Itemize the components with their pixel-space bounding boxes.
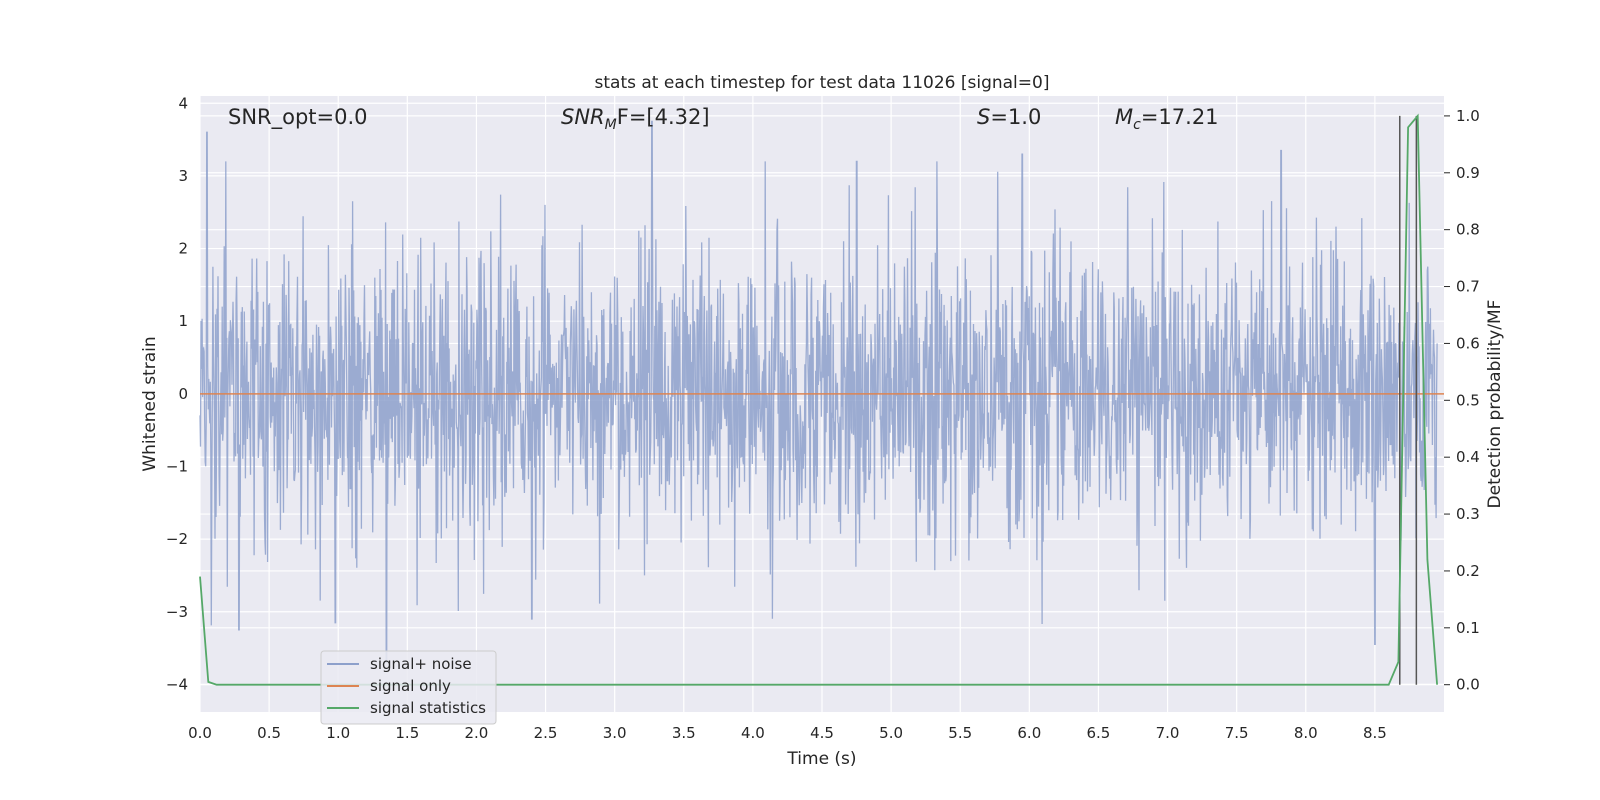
x-tick-label: 1.5 (395, 724, 419, 742)
y-right-tick-label: 0.9 (1456, 164, 1480, 182)
y-right-tick-label: 0.0 (1456, 676, 1480, 694)
y-left-tick-label: −3 (166, 603, 188, 621)
x-axis-label: Time (s) (786, 749, 856, 769)
x-tick-label: 0.5 (257, 724, 281, 742)
y-left-tick-label: 4 (178, 94, 188, 112)
signal-noise-line (199, 120, 1438, 664)
annotation-mc: Mc=17.21 (1115, 105, 1219, 133)
x-axis-ticks: 0.0 0.5 1.0 1.5 2.0 2.5 3.0 3.5 4.0 4.5 5.0 5.5 6.0 6… (188, 724, 1387, 742)
x-tick-label: 7.0 (1156, 724, 1180, 742)
x-tick-label: 2.5 (534, 724, 558, 742)
x-tick-label: 7.5 (1225, 724, 1249, 742)
y-left-tick-label: −2 (166, 530, 188, 548)
y-left-tick-label: 1 (178, 312, 188, 330)
y-right-tick-label: 0.7 (1456, 278, 1480, 296)
y-left-tick-label: 2 (178, 240, 188, 258)
y-right-axis-label: Detection probability/MF (1485, 300, 1505, 509)
x-tick-label: 2.0 (465, 724, 489, 742)
annotation-s: S=1.0 (977, 105, 1041, 129)
x-tick-label: 8.5 (1363, 724, 1387, 742)
y-right-tick-label: 0.1 (1456, 619, 1480, 637)
y-right-tick-label: 0.8 (1456, 221, 1480, 239)
chart-title: stats at each timestep for test data 110… (595, 73, 1050, 93)
legend-label-signal-statistics: signal statistics (370, 699, 486, 717)
y-right-tick-label: 0.4 (1456, 448, 1480, 466)
signal-statistics-line (199, 113, 1438, 686)
x-tick-label: 0.0 (188, 724, 212, 742)
legend-label-signal-only: signal only (370, 677, 451, 695)
legend-label-signal-noise: signal+ noise (370, 655, 472, 673)
y-right-tick-label: 1.0 (1456, 107, 1480, 125)
x-tick-label: 3.0 (603, 724, 627, 742)
x-tick-label: 1.0 (326, 724, 350, 742)
y-right-axis-ticks: 1.0 0.9 0.8 0.7 0.6 0.5 0.4 0.3 0.2 0.1 0.0 (1444, 107, 1480, 694)
y-left-axis-ticks: 4 3 2 1 0 −1 −2 −3 −4 (166, 94, 188, 693)
x-tick-label: 6.5 (1087, 724, 1111, 742)
y-right-tick-label: 0.5 (1456, 391, 1480, 409)
x-tick-label: 6.0 (1017, 724, 1041, 742)
series-signal-noise (199, 120, 1438, 664)
y-left-tick-label: −1 (166, 457, 188, 475)
x-tick-label: 4.5 (810, 724, 834, 742)
y-left-tick-label: −4 (166, 675, 188, 693)
x-tick-label: 8.0 (1294, 724, 1318, 742)
annotation-snr-opt: SNR_opt=0.0 (228, 105, 368, 130)
annotation-snr-mf: SNRMF=[4.32] (561, 105, 710, 133)
y-left-tick-label: 0 (178, 385, 188, 403)
x-tick-label: 3.5 (672, 724, 696, 742)
y-left-axis-label: Whitened strain (140, 336, 160, 471)
y-right-tick-label: 0.2 (1456, 562, 1480, 580)
x-tick-label: 5.5 (948, 724, 972, 742)
legend-box (320, 650, 497, 725)
series-signal-statistics (199, 113, 1438, 686)
y-left-tick-label: 3 (178, 167, 188, 185)
legend: signal+ noise signal only signal statist… (320, 650, 497, 725)
x-tick-label: 5.0 (879, 724, 903, 742)
x-tick-label: 4.0 (741, 724, 765, 742)
y-right-tick-label: 0.3 (1456, 505, 1480, 523)
y-right-tick-label: 0.6 (1456, 334, 1480, 352)
